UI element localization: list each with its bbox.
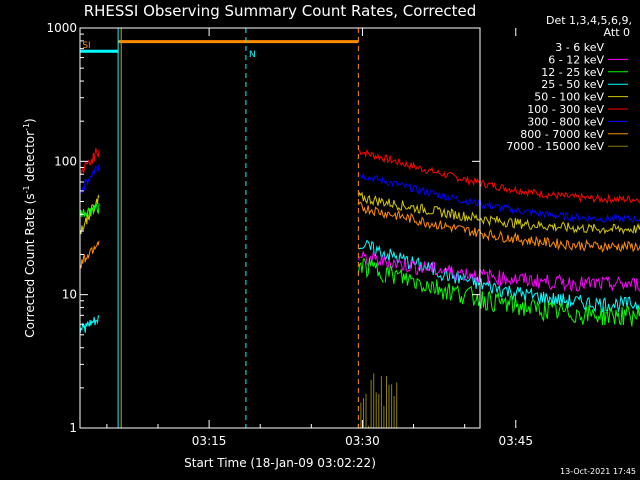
plot-frame [79,27,481,429]
y-tick-label: 100 [54,154,77,168]
legend-entry-label: 6 - 12 keV [548,53,604,66]
y-label-main: Corrected Count Rate (s [23,193,37,337]
saa-annotation: SI [82,41,90,51]
y-tick-label: 1000 [46,21,77,35]
series-line [358,172,640,223]
y-tick-label: 10 [62,288,77,302]
legend-header-1: Det 1,3,4,5,6,9, [546,14,632,27]
x-tick-label: 03:45 [498,434,533,448]
series-line [357,191,640,235]
x-axis-label: Start Time (18-Jan-09 03:02:22) [184,456,376,470]
y-label-sup2: -1 [22,123,31,131]
x-tick-label: 03:15 [192,434,227,448]
series-line-early [79,163,100,195]
series-line-early [79,148,100,176]
y-label-sup1: -1 [22,185,31,193]
series-line [357,273,640,354]
series-line [358,148,640,205]
y-axis-label: Corrected Count Rate (s-1 detector-1) [22,118,37,337]
series-line-early [79,203,100,218]
legend-entry-label: 7000 - 15000 keV [506,140,604,153]
x-tick-label: 03:30 [345,434,380,448]
series-line [357,251,640,293]
y-tick-label: 1 [69,421,77,435]
legend-header-2: Att 0 [604,26,630,39]
y-label-end: ) [23,118,37,123]
series-line [357,257,640,327]
night-annotation: N [249,50,256,60]
series-line [358,239,640,314]
legend-entry-label: 50 - 100 keV [534,91,604,104]
data-layer: SI N [79,28,640,428]
legend-entry-label: 800 - 7000 keV [520,128,604,141]
footer-timestamp: 13-Oct-2021 17:45 [560,467,636,476]
legend-entry-label: 100 - 300 keV [527,103,604,116]
series-line [357,201,640,253]
legend-entry-label: 25 - 50 keV [541,78,604,91]
chart-title: RHESSI Observing Summary Count Rates, Co… [84,2,477,20]
legend-entry-label: 300 - 800 keV [527,115,604,128]
legend-entry-label: 3 - 6 keV [555,41,604,54]
legend-entry-label: 12 - 25 keV [541,66,604,79]
series-line-early [79,240,100,269]
series-line-early [79,315,100,333]
y-label-mid: detector [23,131,37,186]
